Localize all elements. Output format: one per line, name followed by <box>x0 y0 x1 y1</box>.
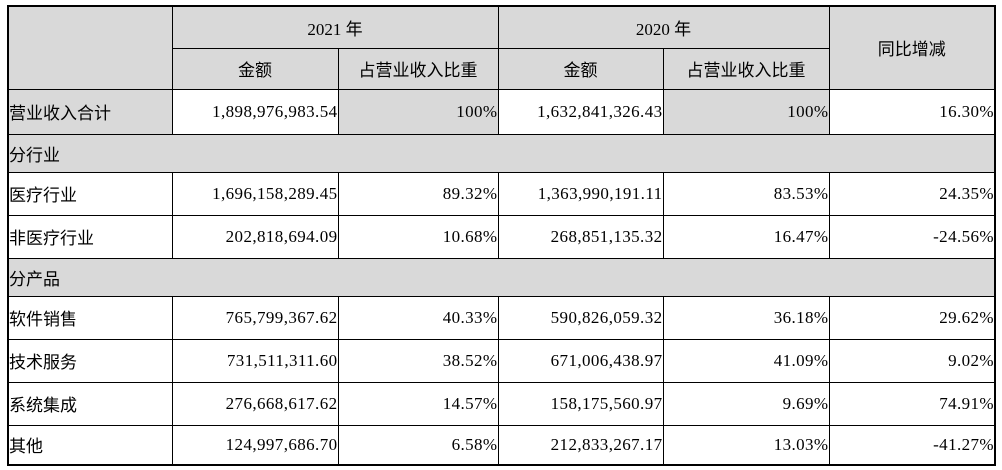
amount-2021-cell: 124,997,686.70 <box>171 424 339 466</box>
row-label-cell: 非医疗行业 <box>7 214 173 259</box>
amount-2020-header: 金额 <box>497 47 664 90</box>
section-header-cell: 分产品 <box>7 257 996 297</box>
amount-2021-cell: 765,799,367.62 <box>171 295 339 340</box>
amount-2021-cell: 731,511,311.60 <box>171 338 339 383</box>
section-row-by-product: 分产品 <box>7 257 996 297</box>
row-label-cell: 软件销售 <box>7 295 173 340</box>
ratio-2020-header: 占营业收入比重 <box>662 47 830 90</box>
table-row-total-revenue: 营业收入合计 1,898,976,983.54 100% 1,632,841,3… <box>7 88 996 135</box>
yoy-cell: -41.27% <box>828 424 996 466</box>
ratio-2021-cell: 100% <box>337 88 499 135</box>
ratio-2020-cell: 9.69% <box>662 381 830 426</box>
header-row-years: 2021 年 2020 年 同比增减 <box>7 5 996 90</box>
amount-2020-cell: 1,363,990,191.11 <box>497 171 664 216</box>
table-row-non-medical-industry: 非医疗行业 202,818,694.09 10.68% 268,851,135.… <box>7 214 996 259</box>
revenue-breakdown-table: 2021 年 2020 年 同比增减 金额 占营业收入比重 金额 占营业收入比重… <box>7 5 996 466</box>
stub-header-cell <box>7 5 173 90</box>
year-2020-header: 2020 年 <box>497 5 830 49</box>
amount-2020-cell: 212,833,267.17 <box>497 424 664 466</box>
amount-2021-header: 金额 <box>171 47 339 90</box>
yoy-cell: -24.56% <box>828 214 996 259</box>
ratio-2021-header: 占营业收入比重 <box>337 47 499 90</box>
section-header-cell: 分行业 <box>7 133 996 173</box>
amount-2021-cell: 276,668,617.62 <box>171 381 339 426</box>
yoy-cell: 74.91% <box>828 381 996 426</box>
ratio-2021-cell: 6.58% <box>337 424 499 466</box>
yoy-cell: 9.02% <box>828 338 996 383</box>
section-row-by-industry: 分行业 <box>7 133 996 173</box>
table-row-technical-services: 技术服务 731,511,311.60 38.52% 671,006,438.9… <box>7 338 996 383</box>
table-row-system-integration: 系统集成 276,668,617.62 14.57% 158,175,560.9… <box>7 381 996 426</box>
header-row-metrics: 金额 占营业收入比重 金额 占营业收入比重 <box>8 47 995 90</box>
ratio-2020-cell: 16.47% <box>662 214 830 259</box>
yoy-header: 同比增减 <box>828 5 996 90</box>
row-label-cell: 营业收入合计 <box>7 88 173 135</box>
ratio-2020-cell: 83.53% <box>662 171 830 216</box>
ratio-2020-cell: 41.09% <box>662 338 830 383</box>
yoy-cell: 16.30% <box>828 88 996 135</box>
amount-2020-cell: 590,826,059.32 <box>497 295 664 340</box>
ratio-2020-cell: 13.03% <box>662 424 830 466</box>
amount-2021-cell: 1,898,976,983.54 <box>171 88 339 135</box>
amount-2020-cell: 1,632,841,326.43 <box>497 88 664 135</box>
ratio-2021-cell: 89.32% <box>337 171 499 216</box>
ratio-2021-cell: 38.52% <box>337 338 499 383</box>
table-row-software-sales: 软件销售 765,799,367.62 40.33% 590,826,059.3… <box>7 295 996 340</box>
ratio-2021-cell: 14.57% <box>337 381 499 426</box>
amount-2021-cell: 1,696,158,289.45 <box>171 171 339 216</box>
table-row-other: 其他 124,997,686.70 6.58% 212,833,267.17 1… <box>7 424 996 466</box>
ratio-2021-cell: 40.33% <box>337 295 499 340</box>
ratio-2020-cell: 36.18% <box>662 295 830 340</box>
ratio-2021-cell: 10.68% <box>337 214 499 259</box>
ratio-2020-cell: 100% <box>662 88 830 135</box>
yoy-cell: 24.35% <box>828 171 996 216</box>
amount-2020-cell: 268,851,135.32 <box>497 214 664 259</box>
table-row-medical-industry: 医疗行业 1,696,158,289.45 89.32% 1,363,990,1… <box>7 171 996 216</box>
yoy-cell: 29.62% <box>828 295 996 340</box>
row-label-cell: 技术服务 <box>7 338 173 383</box>
amount-2020-cell: 671,006,438.97 <box>497 338 664 383</box>
row-label-cell: 其他 <box>7 424 173 466</box>
year-2021-header: 2021 年 <box>171 5 499 49</box>
row-label-cell: 医疗行业 <box>7 171 173 216</box>
row-label-cell: 系统集成 <box>7 381 173 426</box>
amount-2021-cell: 202,818,694.09 <box>171 214 339 259</box>
amount-2020-cell: 158,175,560.97 <box>497 381 664 426</box>
